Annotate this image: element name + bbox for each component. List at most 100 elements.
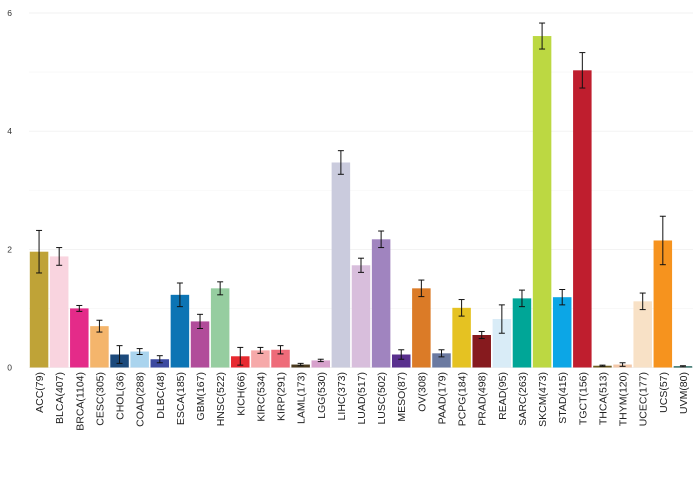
bar — [271, 349, 290, 368]
bar — [170, 294, 190, 368]
x-tick-label: LUAD(517) — [356, 372, 368, 425]
error-bar — [418, 279, 425, 298]
error-bar — [358, 257, 364, 273]
bar — [331, 162, 351, 368]
bar — [512, 298, 532, 368]
error-bar — [398, 349, 405, 360]
error-bar — [337, 150, 344, 175]
x-tick-label: COAD(288) — [135, 372, 147, 427]
bar — [653, 240, 673, 368]
x-tick-label: UCEC(177) — [638, 372, 650, 426]
error-bar — [217, 281, 224, 296]
bar — [633, 301, 652, 368]
error-bars — [36, 22, 686, 368]
bar — [412, 288, 431, 368]
x-tick-label: BRCA(1104) — [74, 372, 86, 431]
error-bar — [498, 304, 505, 334]
x-tick-label: UVM(80) — [678, 372, 690, 414]
x-tick-label: THYM(120) — [618, 372, 630, 426]
bar — [150, 359, 170, 368]
error-bar — [237, 346, 244, 366]
error-bar — [559, 289, 566, 306]
bar — [49, 256, 69, 368]
x-tick-label: LIHC(373) — [336, 372, 348, 420]
bar — [492, 319, 512, 368]
error-bar — [378, 230, 385, 249]
x-tick-label: THCA(513) — [597, 372, 609, 425]
x-tick-label: KIRP(291) — [276, 372, 288, 421]
bar — [351, 265, 371, 368]
bar — [452, 307, 471, 368]
error-bar — [96, 319, 103, 333]
bar — [472, 335, 491, 368]
bar — [29, 251, 49, 368]
x-tick-label: KICH(66) — [235, 372, 247, 416]
x-tick-label: LUSC(502) — [376, 372, 388, 425]
bar — [552, 297, 572, 368]
error-bar — [599, 364, 606, 367]
y-tick-label: 6 — [7, 8, 12, 18]
bars — [29, 36, 693, 368]
error-bar — [458, 299, 465, 317]
error-bar — [136, 348, 143, 356]
error-bar — [579, 52, 586, 89]
error-bar — [639, 292, 646, 311]
x-tick-label: MESO(87) — [396, 372, 408, 422]
bar — [391, 354, 411, 368]
error-bar — [176, 282, 183, 308]
x-tick-label: PCPG(184) — [457, 372, 469, 426]
x-tick-label: CHOL(36) — [115, 372, 127, 420]
error-bar — [659, 215, 666, 266]
y-tick-label: 2 — [7, 244, 12, 254]
x-tick-label: READ(95) — [497, 372, 509, 420]
error-bar — [317, 358, 324, 363]
x-axis-ticks: ACC(79) BLCA(407) BRCA(1104) CESC(305) CHOL(… — [34, 372, 690, 431]
error-bar — [539, 22, 546, 50]
bar — [311, 360, 331, 368]
error-bar — [36, 229, 43, 274]
x-tick-label: KIRC(534) — [255, 372, 267, 422]
error-bar — [438, 349, 445, 358]
error-bar — [156, 355, 163, 364]
x-tick-label: ESCA(185) — [175, 372, 187, 425]
x-tick-label: ACC(79) — [34, 372, 46, 413]
x-tick-label: SARC(263) — [517, 372, 529, 426]
error-bar — [518, 289, 525, 308]
x-tick-label: STAD(415) — [557, 372, 569, 424]
error-bar — [116, 345, 123, 364]
error-bar — [197, 313, 204, 330]
bar — [210, 288, 230, 368]
error-bar — [297, 362, 304, 367]
bar — [532, 36, 552, 368]
y-tick-label: 0 — [7, 363, 12, 373]
bar — [251, 350, 270, 368]
bar — [190, 321, 210, 368]
x-tick-label: OV(308) — [416, 372, 428, 412]
x-tick-label: PAAD(179) — [436, 372, 448, 424]
y-axis-ticks: 0 2 4 6 — [7, 8, 12, 373]
x-tick-label: UCS(57) — [658, 372, 670, 413]
x-tick-label: CESC(305) — [94, 372, 106, 426]
x-tick-label: TGCT(156) — [577, 372, 589, 425]
error-bar — [257, 346, 264, 354]
x-tick-label: SKCM(473) — [537, 372, 549, 427]
bar — [70, 308, 89, 368]
error-bar — [76, 304, 83, 312]
x-tick-label: HNSC(522) — [215, 372, 227, 426]
error-bar — [679, 365, 686, 368]
x-tick-label: LGG(530) — [316, 372, 328, 419]
x-tick-label: LAML(173) — [296, 372, 308, 424]
error-bar — [277, 345, 284, 355]
x-tick-label: GBM(167) — [195, 372, 207, 420]
bar — [130, 351, 149, 368]
x-tick-label: DLBC(48) — [155, 372, 167, 419]
bar — [90, 326, 109, 368]
bar — [432, 353, 451, 368]
y-tick-label: 4 — [7, 126, 12, 136]
bar — [573, 70, 592, 368]
bar — [371, 239, 391, 368]
error-bar — [56, 247, 63, 266]
x-tick-label: PRAD(498) — [477, 372, 489, 426]
